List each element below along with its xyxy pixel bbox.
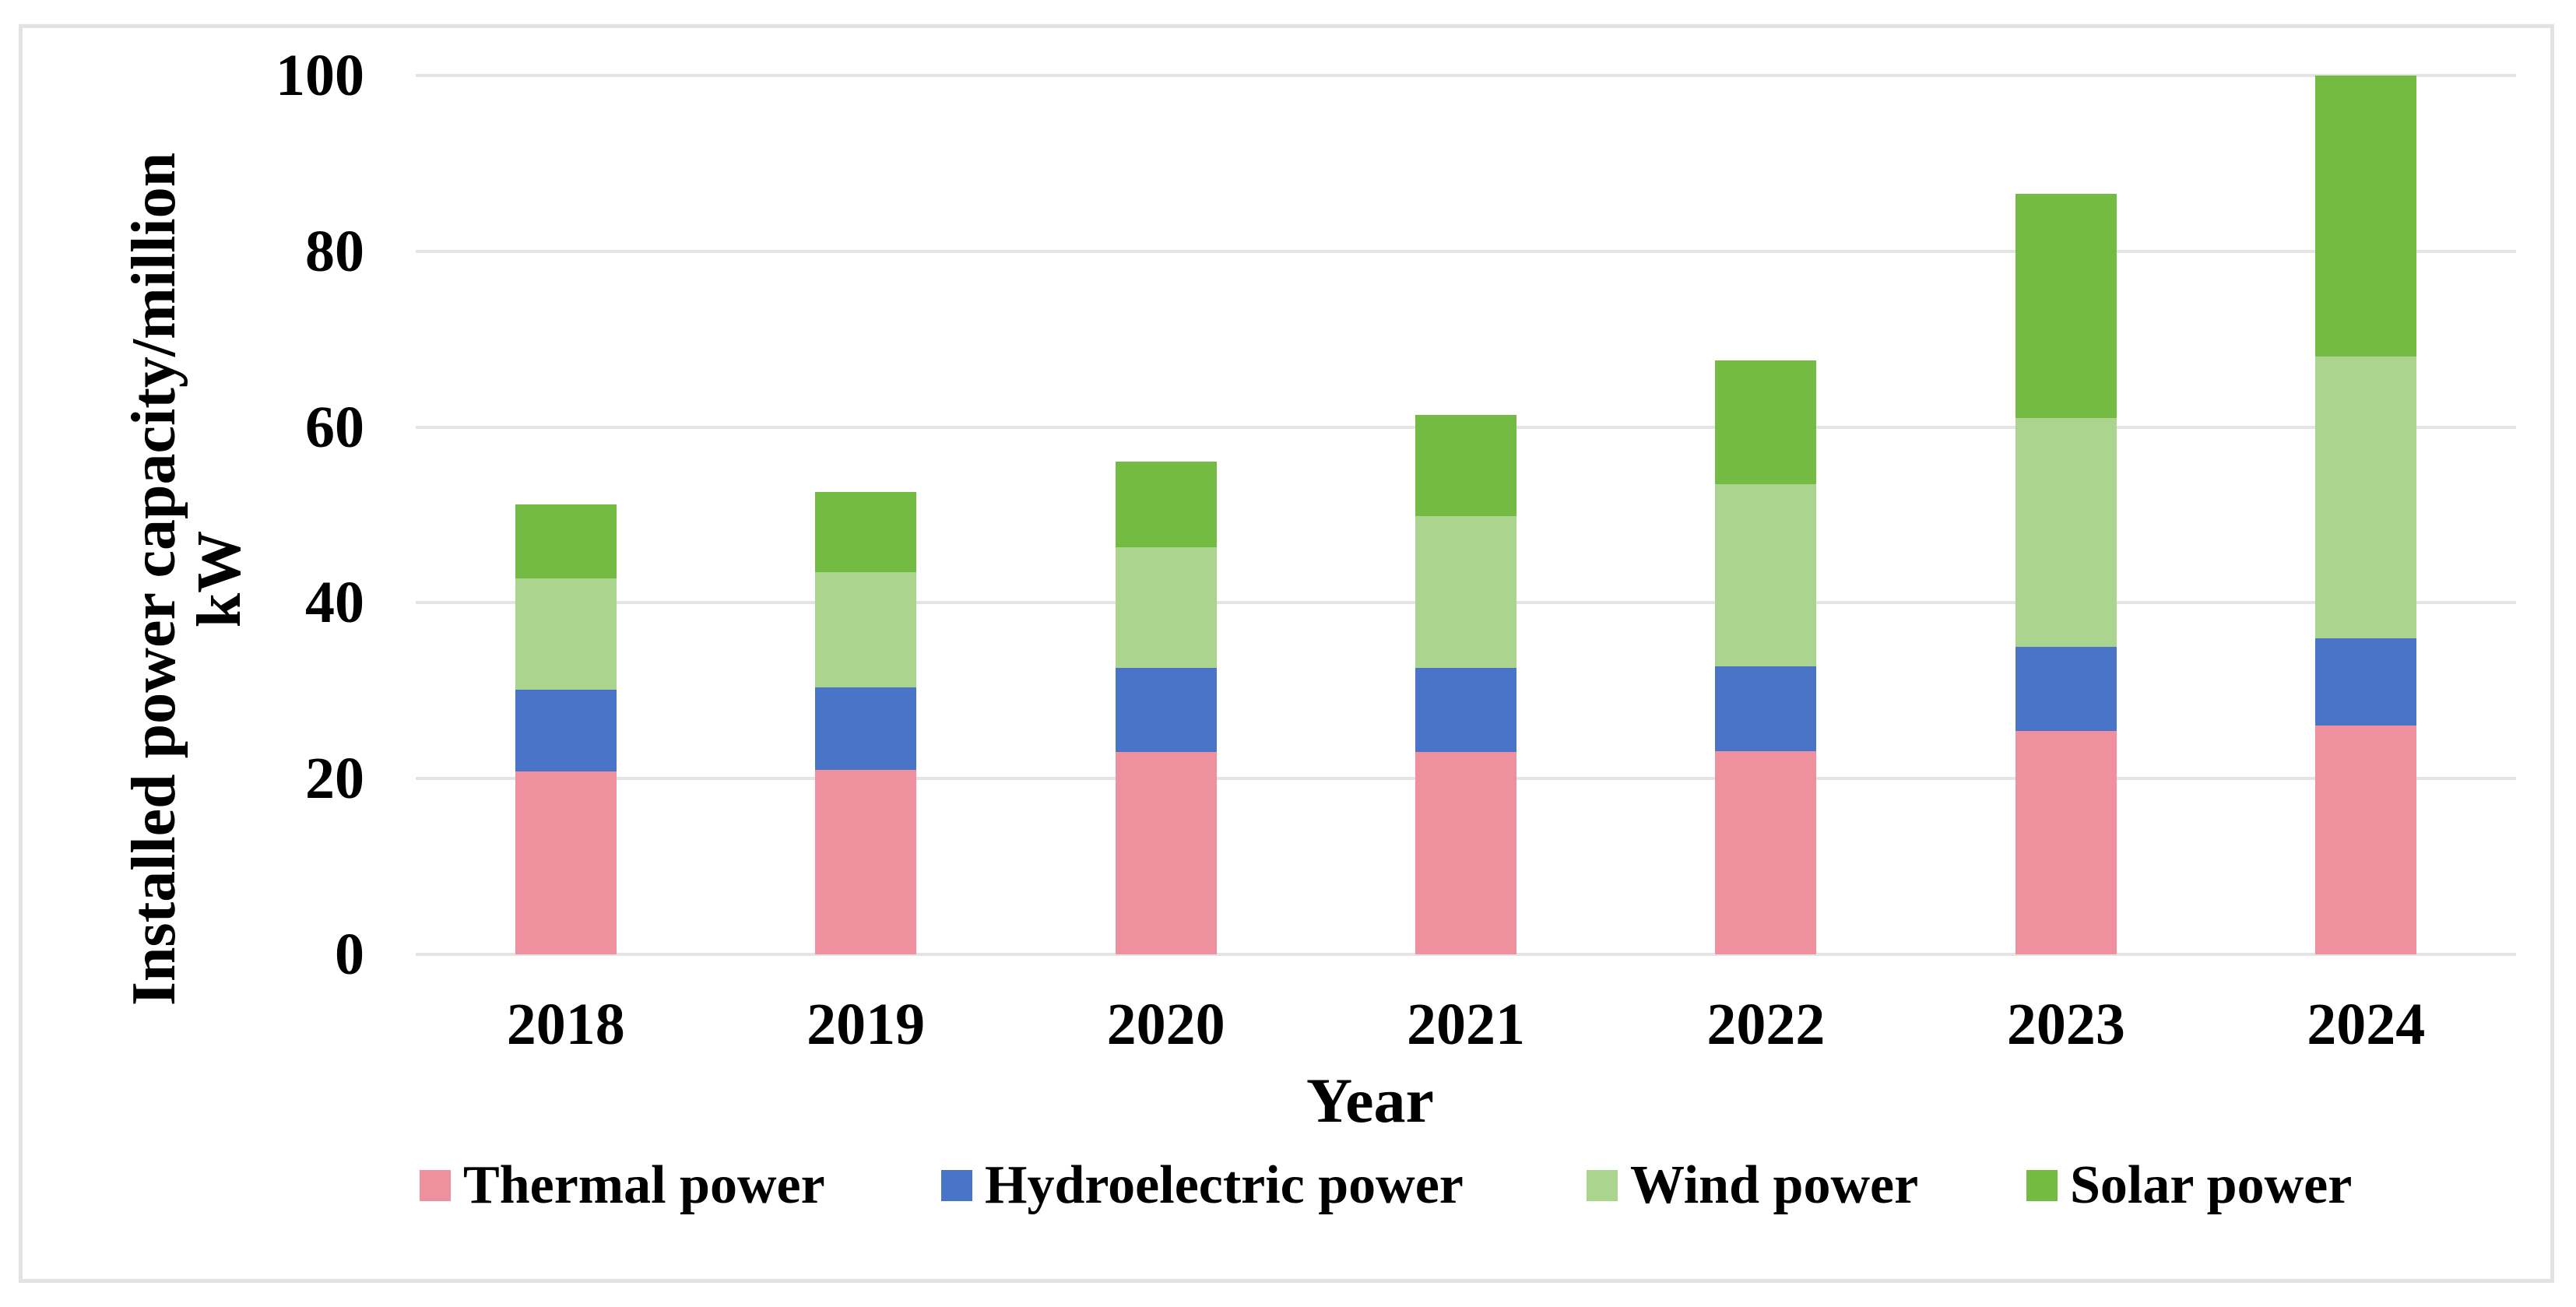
x-tick-label-2021: 2021 [1407,992,1525,1057]
bar-2023-solar-power [2015,194,2117,419]
bar-2018-hydroelectric-power [515,690,617,772]
bar-2019-solar-power [815,492,917,572]
chart-border [19,24,2554,1283]
bar-2024-hydroelectric-power [2315,638,2417,726]
bar-2022-wind-power [1715,483,1817,666]
y-tick-label-20: 20 [305,746,364,812]
x-tick-label-2022: 2022 [1706,992,1826,1057]
legend-label: Wind power [1630,1155,1919,1215]
bar-2020-wind-power [1115,547,1217,668]
bar-2018-thermal-power [515,771,617,954]
legend-item-wind-power: Wind power [1587,1157,1918,1214]
bar-2019-hydroelectric-power [815,687,917,770]
bar-2020-hydroelectric-power [1115,667,1217,753]
bar-2019-wind-power [815,571,917,687]
bar-2021-solar-power [1415,414,1516,516]
x-tick-label-2024: 2024 [2307,992,2426,1057]
gridline-100 [416,74,2516,77]
legend-swatch-icon [2026,1170,2058,1201]
y-tick-label-80: 80 [305,218,364,284]
x-axis-title: Year [1306,1065,1434,1136]
y-tick-label-40: 40 [305,570,364,636]
bar-2022-hydroelectric-power [1715,666,1817,752]
y-tick-label-60: 60 [305,394,364,460]
bar-2023-hydroelectric-power [2015,646,2117,732]
bar-2021-hydroelectric-power [1415,667,1516,753]
legend-label: Hydroelectric power [985,1155,1464,1215]
bar-2024-solar-power [2315,76,2417,357]
bar-2023-wind-power [2015,418,2117,647]
legend-label: Thermal power [463,1155,825,1215]
bar-2022-solar-power [1715,360,1817,484]
bar-2019-thermal-power [815,769,917,954]
legend-item-thermal-power: Thermal power [420,1157,825,1214]
x-tick-label-2018: 2018 [506,992,625,1057]
gridline-80 [416,249,2516,253]
bar-2018-solar-power [515,504,617,578]
x-tick-label-2023: 2023 [2006,992,2125,1057]
bar-2024-wind-power [2315,357,2417,638]
bar-2020-solar-power [1115,461,1217,548]
legend-label: Solar power [2070,1155,2353,1215]
legend-swatch-icon [1587,1170,1618,1201]
legend-item-solar-power: Solar power [2026,1157,2352,1214]
bar-2020-thermal-power [1115,752,1217,954]
legend-item-hydroelectric-power: Hydroelectric power [941,1157,1464,1214]
x-tick-label-2019: 2019 [807,992,926,1057]
legend-swatch-icon [420,1170,451,1201]
gridline-0 [416,953,2516,956]
bar-2018-wind-power [515,578,617,690]
bar-2021-wind-power [1415,515,1516,668]
legend-swatch-icon [941,1170,972,1201]
x-tick-label-2020: 2020 [1106,992,1225,1057]
y-tick-label-100: 100 [276,43,364,108]
y-tick-label-0: 0 [335,922,364,987]
bar-2022-thermal-power [1715,751,1817,954]
bar-2021-thermal-power [1415,752,1516,954]
bar-2024-thermal-power [2315,726,2417,954]
bar-2023-thermal-power [2015,731,2117,954]
